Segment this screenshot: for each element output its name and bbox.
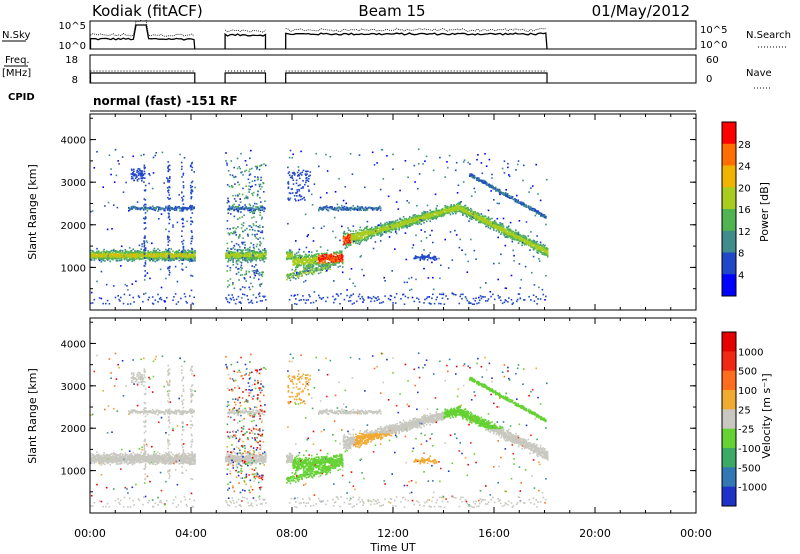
power-ylabel: Slant Range [km] xyxy=(26,164,39,260)
colorbar-tick-label: 12 xyxy=(738,227,751,238)
freq-tick-top: 18 xyxy=(65,55,78,66)
colorbar-tick-label: 20 xyxy=(738,183,751,194)
colorbar-tick-label: 500 xyxy=(738,367,757,378)
colorbar-tick-label: 100 xyxy=(738,386,757,397)
nsky-tick-top: 10^5 xyxy=(59,21,86,32)
y-tick-label: 3000 xyxy=(61,382,86,393)
x-axis-label: Time UT xyxy=(369,541,415,554)
x-tick-label: 08:00 xyxy=(276,527,308,540)
colorbar-swatch xyxy=(722,230,736,253)
station-title: Kodiak (fitACF) xyxy=(92,2,203,20)
velocity-panel: 1000 2000 3000 4000 Slant Range [km] xyxy=(26,317,697,514)
x-tick-label: 00:00 xyxy=(74,527,106,540)
x-tick-label: 20:00 xyxy=(579,527,611,540)
freq-label-line2: [MHz] xyxy=(2,68,31,79)
colorbar-swatch xyxy=(722,209,736,232)
colorbar-swatch xyxy=(722,486,736,507)
x-axis: 00:00 04:00 08:00 12:00 16:00 20:00 00:00 xyxy=(74,527,712,540)
colorbar-swatch xyxy=(722,274,736,297)
x-tick-label: 00:00 xyxy=(680,527,712,540)
nave-label: Nave xyxy=(746,68,772,79)
cpid-value: normal (fast) -151 RF xyxy=(93,94,238,108)
nsky-tick-bottom: 10^0 xyxy=(59,41,86,52)
x-tick-label: 12:00 xyxy=(377,527,409,540)
colorbar-swatch xyxy=(722,390,736,410)
colorbar-swatch xyxy=(722,428,736,449)
colorbar-tick-label: 16 xyxy=(738,205,751,216)
cpid-label: CPID xyxy=(8,92,35,103)
colorbar-swatch xyxy=(722,467,736,488)
colorbar-tick-label: 8 xyxy=(738,249,744,260)
colorbar-tick-label: 28 xyxy=(738,140,751,151)
velocity-colorbar-label: Velocity [m s⁻¹] xyxy=(760,373,773,458)
power-panel: 1000 2000 3000 4000 Slant Range [km] xyxy=(26,113,697,311)
y-tick-label: 2000 xyxy=(61,221,86,232)
power-colorbar-label: Power [dB] xyxy=(758,182,771,242)
nsky-label: N.Sky xyxy=(2,30,30,41)
colorbar-swatch xyxy=(722,409,736,430)
colorbar-tick-label: 24 xyxy=(738,162,751,173)
x-tick-label: 04:00 xyxy=(175,527,207,540)
y-tick-label: 2000 xyxy=(61,424,86,435)
colorbar-tick-label: -25 xyxy=(738,425,754,436)
y-tick-label: 1000 xyxy=(61,263,86,274)
nsearch-label: N.Search xyxy=(746,30,791,41)
colorbar-swatch xyxy=(722,332,736,352)
nsearch-tick-bottom: 10^0 xyxy=(700,40,727,51)
colorbar-swatch xyxy=(722,351,736,372)
velocity-colorbar: 1000 500 100 25 -25 -100 -500 -1000 Velocity [m… xyxy=(721,331,773,507)
colorbar-tick-label: 1000 xyxy=(738,347,763,358)
power-colorbar: 4 8 12 16 20 24 28 Power [dB] xyxy=(721,121,771,297)
colorbar-swatch xyxy=(722,122,736,145)
freq-panel: Freq. [MHz] 18 8 60 0 Nave xyxy=(2,54,772,89)
colorbar-swatch xyxy=(722,252,736,275)
nave-tick-top: 60 xyxy=(706,55,719,66)
x-tick-label: 16:00 xyxy=(478,527,510,540)
colorbar-swatch xyxy=(722,187,736,210)
colorbar-tick-label: -1000 xyxy=(738,483,767,494)
colorbar-swatch xyxy=(722,165,736,188)
y-tick-label: 4000 xyxy=(61,339,86,350)
y-tick-label: 3000 xyxy=(61,178,86,189)
colorbar-swatch xyxy=(722,370,736,391)
velocity-ylabel: Slant Range [km] xyxy=(26,368,39,464)
y-tick-label: 4000 xyxy=(61,136,86,147)
date-title: 01/May/2012 xyxy=(592,2,690,20)
freq-label-line1: Freq. xyxy=(5,55,30,66)
y-tick-label: 1000 xyxy=(61,467,86,478)
nsearch-tick-top: 10^5 xyxy=(700,25,727,36)
colorbar-tick-label: 25 xyxy=(738,405,751,416)
nave-tick-bottom: 0 xyxy=(706,74,712,85)
colorbar-swatch xyxy=(722,143,736,166)
beam-title: Beam 15 xyxy=(358,2,425,20)
colorbar-swatch xyxy=(722,448,736,468)
colorbar-tick-label: 4 xyxy=(738,270,744,281)
colorbar-tick-label: -500 xyxy=(738,463,761,474)
colorbar-tick-label: -100 xyxy=(738,444,761,455)
nsky-panel: N.Sky 10^5 10^0 10^5 10^0 N.Search xyxy=(2,19,791,52)
freq-tick-bottom: 8 xyxy=(72,75,78,86)
